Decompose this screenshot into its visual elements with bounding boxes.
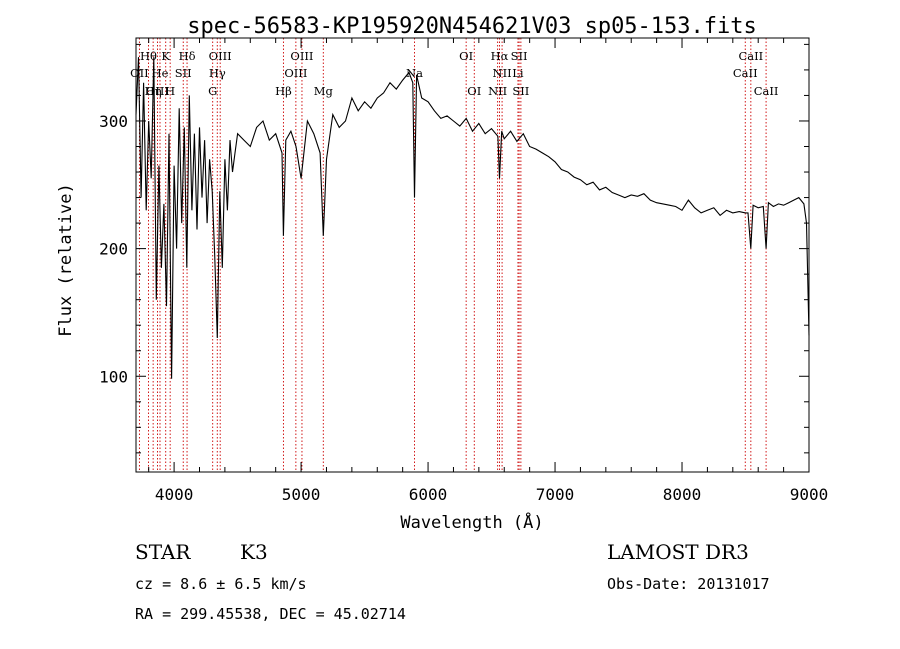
line-marker-label: Li <box>512 66 524 80</box>
y-axis-label: Flux (relative) <box>56 183 76 337</box>
line-marker-label: CaII <box>738 49 763 63</box>
line-marker-label: Hα <box>491 49 509 63</box>
redshift-cz: cz = 8.6 ± 6.5 km/s <box>135 575 307 593</box>
plot-frame <box>135 37 810 473</box>
line-marker-label: H <box>165 84 175 98</box>
line-marker-label: Hγ <box>209 66 226 80</box>
line-marker-label: Hβ <box>275 84 292 98</box>
line-marker-label: OIII <box>209 49 232 63</box>
spectrum-line <box>135 57 810 379</box>
x-tick-label: 7000 <box>536 485 575 504</box>
chart-title: spec-56583-KP195920N454621V03_sp05-153.f… <box>187 14 757 39</box>
x-tick-label: 9000 <box>790 485 829 504</box>
x-tick-label: 5000 <box>282 485 321 504</box>
object-subclass: K3 <box>240 540 268 564</box>
object-class: STAR <box>135 540 191 564</box>
line-marker-label: Mg <box>314 84 334 98</box>
x-tick-label: 4000 <box>155 485 194 504</box>
line-markers <box>138 38 767 472</box>
line-marker-label: NII <box>488 84 507 98</box>
line-marker-label: OII <box>130 66 149 80</box>
y-axis-ticks: 100 200 300 <box>99 43 809 454</box>
line-marker-label: OI <box>467 84 481 98</box>
observation-date: Obs-Date: 20131017 <box>607 575 770 593</box>
line-marker-label: OIII <box>290 49 313 63</box>
line-marker-label: SII <box>512 84 529 98</box>
x-axis-label: Wavelength (Å) <box>400 511 543 533</box>
line-marker-label: OIII <box>284 66 307 80</box>
line-marker-label: OI <box>459 49 473 63</box>
line-marker-label: Hθ <box>140 49 157 63</box>
line-marker-label: CaII <box>754 84 779 98</box>
line-marker-label: SII <box>511 49 528 63</box>
line-marker-label: He <box>152 66 169 80</box>
line-marker-label: CaII <box>733 66 758 80</box>
y-tick-label: 300 <box>99 112 128 131</box>
line-marker-label: OIII <box>146 84 169 98</box>
x-tick-label: 8000 <box>663 485 702 504</box>
footer-info: STAR K3 LAMOST DR3 cz = 8.6 ± 6.5 km/s O… <box>135 540 770 623</box>
line-marker-label: NII <box>493 66 512 80</box>
line-marker-label: G <box>208 84 217 98</box>
x-tick-label: 6000 <box>409 485 448 504</box>
line-marker-label: SII <box>175 66 192 80</box>
survey-name: LAMOST DR3 <box>607 540 749 564</box>
coordinates: RA = 299.45538, DEC = 45.02714 <box>135 605 406 623</box>
y-tick-label: 100 <box>99 367 128 386</box>
x-axis-ticks: 4000 5000 6000 7000 8000 9000 <box>148 38 829 504</box>
line-marker-label: Hδ <box>179 49 196 63</box>
y-tick-label: 200 <box>99 240 128 259</box>
line-marker-label: K <box>161 49 170 63</box>
